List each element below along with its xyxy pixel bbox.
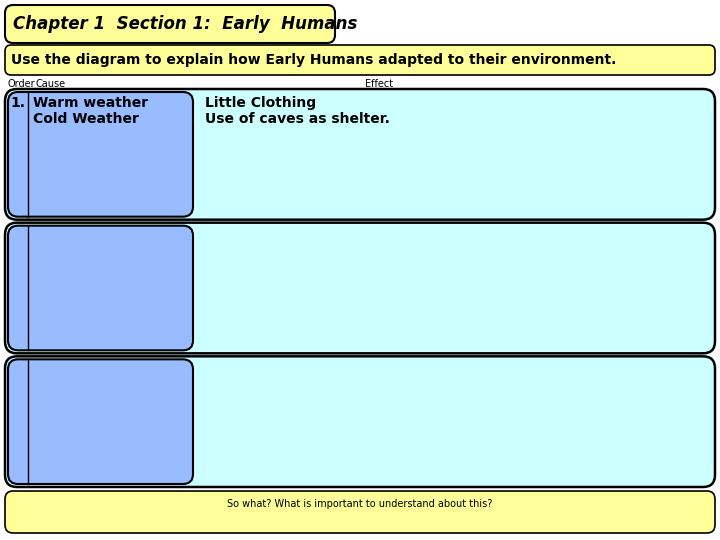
Text: Little Clothing
Use of caves as shelter.: Little Clothing Use of caves as shelter. — [205, 96, 390, 126]
Text: 1.: 1. — [11, 96, 25, 110]
Text: Order: Order — [7, 79, 35, 89]
Text: Effect: Effect — [365, 79, 393, 89]
FancyBboxPatch shape — [8, 226, 193, 350]
FancyBboxPatch shape — [5, 491, 715, 533]
Text: Cause: Cause — [35, 79, 65, 89]
FancyBboxPatch shape — [8, 92, 193, 217]
Text: So what? What is important to understand about this?: So what? What is important to understand… — [228, 498, 492, 509]
FancyBboxPatch shape — [8, 359, 193, 484]
FancyBboxPatch shape — [5, 222, 715, 353]
Text: Chapter 1  Section 1:  Early  Humans: Chapter 1 Section 1: Early Humans — [13, 15, 357, 33]
FancyBboxPatch shape — [5, 45, 715, 75]
FancyBboxPatch shape — [5, 5, 335, 43]
Text: Use the diagram to explain how Early Humans adapted to their environment.: Use the diagram to explain how Early Hum… — [11, 53, 616, 67]
FancyBboxPatch shape — [5, 356, 715, 487]
Text: Warm weather
Cold Weather: Warm weather Cold Weather — [33, 96, 148, 126]
FancyBboxPatch shape — [5, 89, 715, 220]
